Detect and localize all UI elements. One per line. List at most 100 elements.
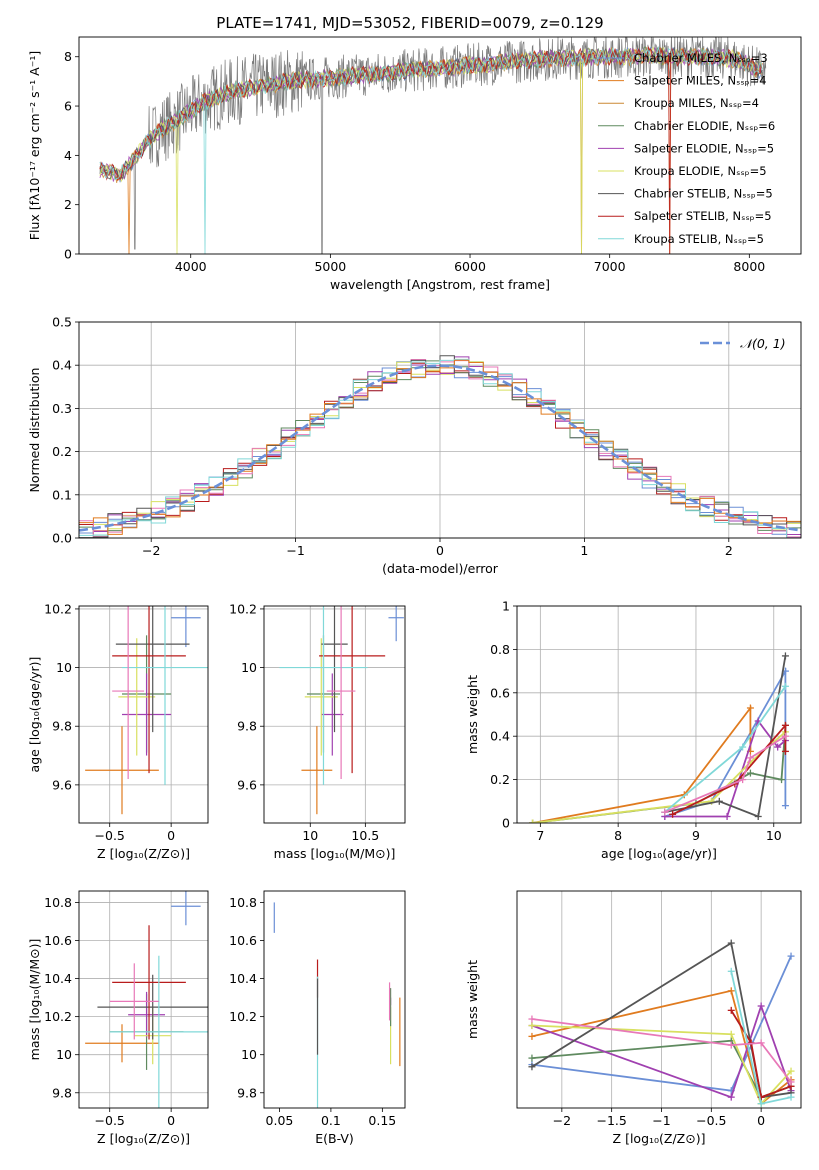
- weight-marker-salpeter_elodie: [757, 1002, 765, 1010]
- x-axis-label: age [log₁₀(age/yr)]: [601, 846, 717, 861]
- weight-marker-salpeter_stelib: [781, 747, 789, 755]
- errorbar-point-chabrier_miles: [388, 606, 404, 642]
- weight-marker-salpeter_stelib: [781, 721, 789, 729]
- axes-frame: [516, 890, 802, 1109]
- y-tick-label: 9.8: [52, 1085, 72, 1100]
- weight-marker-salpeter_elodie: [774, 743, 782, 751]
- errorbar-point-salpeter_stelib: [112, 925, 186, 1040]
- weight-marker-kroupa_stelib: [787, 1093, 795, 1101]
- weight-line-kroupa_elodie: [531, 1024, 792, 1106]
- weight-marker-chabrier_stelib: [715, 797, 723, 805]
- weight-line-salpeter_stelib: [730, 1009, 792, 1099]
- panel-weight-vs-z: −2 −1.5 −1 −0.5 0 Z [log₁₀(Z/Z⊙)] mass weight: [465, 890, 802, 1146]
- weight-marker-salpeter_miles: [528, 1032, 536, 1040]
- x-tick-label: −0.5: [95, 1113, 125, 1128]
- normal-curve: [79, 364, 801, 532]
- errorbar-point-chabrier_stelib: [97, 974, 208, 1040]
- y-tick-label: 1: [502, 599, 510, 614]
- errorbar-point-salpeter_stelib: [319, 606, 386, 774]
- errorbar-point-kroupa_stelib: [122, 606, 208, 785]
- legend-label: Kroupa ELODIE, Nₛₛₚ=5: [634, 164, 767, 178]
- weight-line-chabrier_stelib: [664, 655, 787, 818]
- weight-marker-salpeter_stelib: [669, 810, 677, 818]
- x-tick-label: 8: [614, 828, 622, 843]
- errorbar-point-salpeter_elodie: [321, 673, 344, 756]
- y-tick-label: 10.8: [229, 895, 257, 910]
- panel-mass-vs-z: −0.5 0 9.8 10 10.2 10.4 10.6 10.8 Z [log₁₀(Z/Z⊙)…: [27, 890, 209, 1146]
- legend-label: Kroupa STELIB, Nₛₛₚ=5: [634, 232, 764, 246]
- y-axis-label: Flux [fλ10⁻¹⁷ erg cm⁻² s⁻¹ A⁻¹]: [27, 51, 42, 240]
- y-tick-label: 9.6: [52, 777, 72, 792]
- weight-marker-kroupa_stelib: [739, 743, 747, 751]
- errorbar-point-chabrier_miles: [171, 606, 201, 648]
- panel-residual-histogram: −2 −1 0 1 2 0.0 0.1 0.2 0.3 0.4 0.5 (data-model)/er…: [27, 315, 802, 576]
- y-tick-label: 0: [64, 247, 72, 262]
- axis-ticks: 4000 5000 6000 7000 8000 0 2 4 6 8: [64, 49, 765, 274]
- legend-label: Kroupa MILES, Nₛₛₚ=4: [634, 96, 759, 110]
- x-tick-label: −2: [142, 543, 160, 558]
- errorbar-point-chabrier_stelib: [321, 606, 348, 733]
- model-line-kroupa_elodie: [99, 46, 763, 254]
- x-tick-label: −2: [553, 1113, 571, 1128]
- model-line-salpeter_stelib: [99, 45, 763, 254]
- x-tick-label: 1: [580, 543, 588, 558]
- weight-marker-salpeter_miles: [727, 987, 735, 995]
- errorbar-point-salpeter_stelib: [112, 606, 186, 774]
- legend: Chabrier MILES, Nₛₛₚ=3 Salpeter MILES, Nₛ…: [598, 51, 775, 246]
- panel-age-vs-z: −0.5 0 9.6 9.8 10 10.2 Z [log₁₀(Z/Z⊙)] age [log…: [27, 601, 209, 861]
- y-tick-label: 0.3: [52, 401, 72, 416]
- axes-frame: [263, 890, 406, 1109]
- weight-marker-chabrier_miles: [787, 952, 795, 960]
- axes-frame: [516, 605, 802, 824]
- y-tick-label: 9.8: [52, 719, 72, 734]
- x-tick-label: 0: [757, 1113, 765, 1128]
- weight-marker-pink: [787, 1078, 795, 1086]
- axis-ticks: −2 −1.5 −1 −0.5 0: [553, 891, 765, 1128]
- panel-weight-vs-age: 7 8 9 10 0 0.2 0.4 0.6 0.8 1 age [log₁₀(age/yr)] ma…: [465, 599, 802, 861]
- x-tick-label: 0: [436, 543, 444, 558]
- legend-label: Chabrier ELODIE, Nₛₛₚ=6: [634, 119, 775, 133]
- weight-line-salpeter_elodie: [664, 719, 786, 818]
- y-tick-label: 10: [56, 660, 72, 675]
- x-axis-label: mass [log₁₀(M/M⊙)]: [274, 846, 396, 861]
- y-tick-label: 0.8: [490, 642, 510, 657]
- axis-ticks: −2 −1 0 1 2 0.0 0.1 0.2 0.3 0.4 0.5: [52, 315, 801, 558]
- y-tick-label: 0.6: [490, 685, 510, 700]
- errorbar-point-salpeter_miles: [85, 1024, 159, 1063]
- x-tick-label: 10: [766, 828, 782, 843]
- x-tick-label: 0.05: [266, 1113, 294, 1128]
- errorbar-point-kroupa_elodie: [304, 638, 338, 756]
- panel-age-vs-mass: 10 10.5 9.6 9.8 10 10.2 mass [log₁₀(M/M⊙)]: [229, 601, 406, 861]
- weight-line-kroupa_elodie: [532, 731, 786, 823]
- y-tick-label: 8: [64, 49, 72, 64]
- x-axis-label: Z [log₁₀(Z/Z⊙)]: [97, 846, 190, 861]
- plot-area: [273, 902, 401, 1108]
- y-tick-label: 0.1: [52, 487, 72, 502]
- errorbar-point-pink: [109, 963, 159, 1040]
- x-tick-label: −0.5: [696, 1113, 726, 1128]
- model-line-chabrier_stelib: [99, 46, 763, 180]
- y-axis-label: Normed distribution: [27, 368, 42, 493]
- x-axis-label: (data-model)/error: [382, 561, 499, 576]
- x-tick-label: 5000: [314, 259, 346, 274]
- errorbar-point-kroupa_stelib: [279, 606, 368, 785]
- y-axis-label: mass [log₁₀(M/M⊙)]: [27, 939, 42, 1061]
- plot-area: [79, 355, 801, 538]
- weight-line-pink: [664, 735, 786, 813]
- weight-marker-salpeter_elodie: [727, 1093, 735, 1101]
- y-tick-label: 0.5: [52, 315, 72, 330]
- y-tick-label: 0.0: [52, 531, 72, 546]
- weight-marker-pink: [781, 732, 789, 740]
- y-tick-label: 10.6: [229, 933, 257, 948]
- x-tick-label: 10: [302, 828, 318, 843]
- axis-ticks: −0.5 0 9.6 9.8 10 10.2: [44, 601, 208, 843]
- x-tick-label: −0.5: [95, 828, 125, 843]
- errorbar-point-kroupa_stelib: [109, 955, 208, 1108]
- x-axis-label: wavelength [Angstrom, rest frame]: [330, 277, 550, 292]
- y-tick-label: 6: [64, 99, 72, 114]
- y-tick-label: 10.2: [229, 1009, 257, 1024]
- axis-ticks: −0.5 0 9.8 10 10.2 10.4 10.6 10.8: [44, 891, 208, 1128]
- x-tick-label: 7: [536, 828, 544, 843]
- x-tick-label: 6000: [454, 259, 486, 274]
- errorbar-point-chabrier_miles: [171, 891, 201, 926]
